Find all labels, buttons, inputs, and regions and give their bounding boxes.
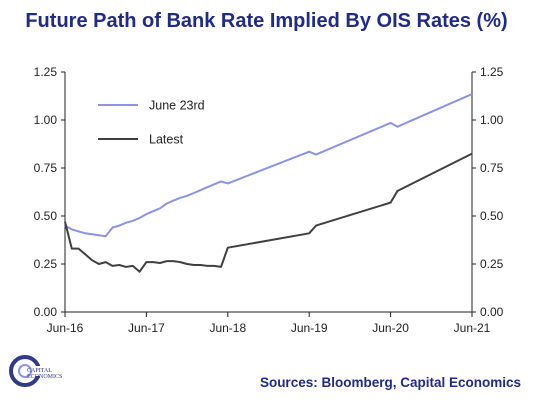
legend: June 23rd Latest	[98, 99, 205, 147]
x-tick-label: Jun-20	[372, 321, 409, 335]
y-tick-label-left: 1.00	[34, 113, 58, 127]
chart-title: Future Path of Bank Rate Implied By OIS …	[25, 10, 508, 32]
legend-label: June 23rd	[149, 99, 205, 113]
logo-line2: ECONOMICS	[27, 374, 63, 380]
y-tick-label-right: 0.25	[480, 257, 504, 271]
x-tick-label: Jun-19	[291, 321, 328, 335]
series-line-1	[64, 152, 473, 273]
y-tick-label-right: 0.75	[480, 161, 504, 175]
capital-economics-logo	[9, 355, 45, 387]
series-lines	[64, 93, 473, 273]
series-line-0	[64, 93, 473, 238]
y-tick-label-right: 0.00	[480, 305, 504, 319]
x-tick-label: Jun-21	[454, 321, 491, 335]
logo-line1: CAPITAL	[27, 368, 52, 374]
y-tick-label-left: 1.25	[34, 65, 58, 79]
x-tick-label: Jun-16	[47, 321, 84, 335]
y-tick-label-left: 0.75	[34, 161, 58, 175]
y-tick-label-left: 0.00	[34, 305, 58, 319]
y-tick-label-left: 0.50	[34, 209, 58, 223]
axes	[64, 72, 473, 313]
y-tick-label-right: 0.50	[480, 209, 504, 223]
y-tick-label-left: 0.25	[34, 257, 58, 271]
y-tick-label-right: 1.25	[480, 65, 504, 79]
source-note: Sources: Bloomberg, Capital Economics	[259, 375, 521, 390]
x-tick-label: Jun-17	[128, 321, 165, 335]
y-ticks: 0.00 0.00 0.25 0.25 0.50 0.50 0.75 0.75 1.00 1.00…	[34, 65, 504, 319]
y-tick-label-right: 1.00	[480, 113, 504, 127]
legend-label: Latest	[149, 133, 184, 147]
x-tick-label: Jun-18	[209, 321, 246, 335]
logo-text: CAPITAL ECONOMICS	[27, 368, 62, 380]
x-ticks: Jun-16 Jun-17 Jun-18 Jun-19 Jun-20 Jun-21	[47, 312, 491, 335]
